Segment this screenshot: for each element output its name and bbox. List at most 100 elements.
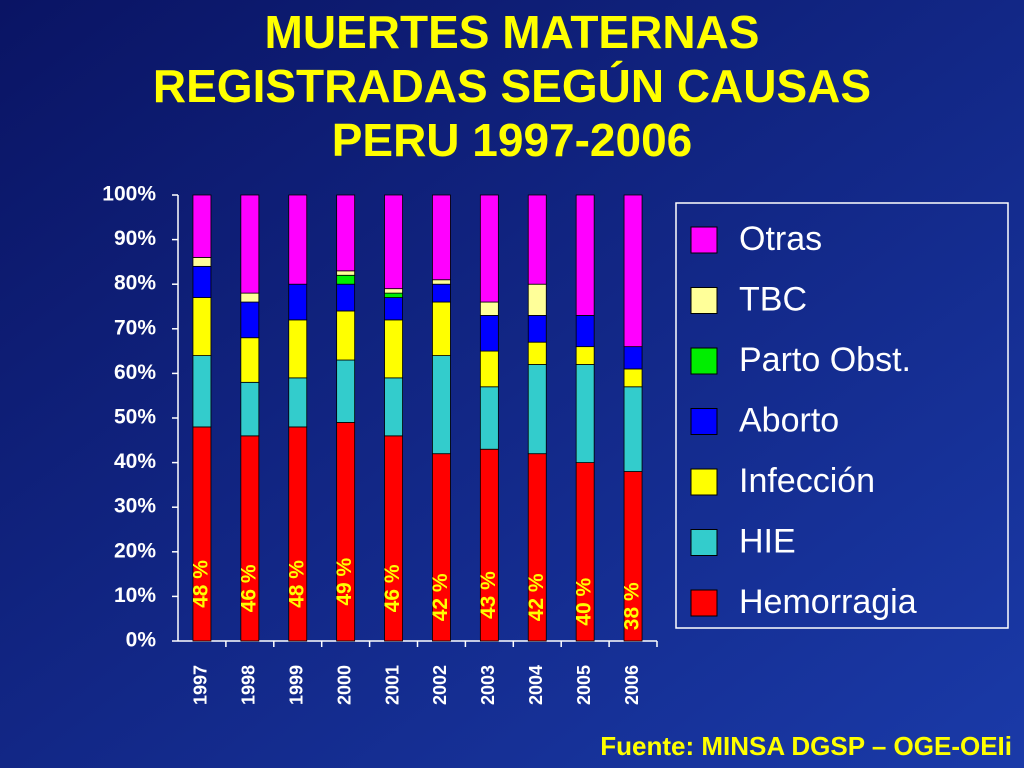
bar-segment <box>240 194 260 294</box>
value-label: 42 % <box>525 573 548 621</box>
bar-segment <box>384 288 403 294</box>
bar-segment <box>192 265 212 298</box>
bar-segment <box>479 194 499 303</box>
legend-label: Hemorragia <box>739 583 917 621</box>
y-tick-label: 20% <box>114 539 156 562</box>
chart-title: REGISTRADAS SEGÚN CAUSAS <box>153 60 871 112</box>
bar-segment <box>623 368 643 388</box>
y-tick-label: 50% <box>114 406 156 429</box>
bar-segment <box>384 194 403 290</box>
bar-segment <box>192 257 212 267</box>
legend-label: Infección <box>739 462 875 500</box>
value-label: 48 % <box>285 560 308 608</box>
bar-segment <box>192 194 212 258</box>
bar-segment <box>384 377 403 437</box>
legend-label: Otras <box>739 220 822 258</box>
x-tick-label: 2005 <box>574 665 594 705</box>
value-label: 40 % <box>573 578 596 626</box>
bar-segment <box>623 346 643 370</box>
bar-segment <box>336 422 356 642</box>
bar-segment <box>336 270 356 276</box>
bar-segment <box>432 355 451 455</box>
x-tick-label: 2004 <box>526 665 546 705</box>
bar-segment <box>240 337 260 383</box>
x-tick-label: 1998 <box>239 665 259 705</box>
value-label: 48 % <box>189 560 212 608</box>
bar-segment <box>575 194 595 316</box>
legend-swatch <box>690 468 718 496</box>
x-tick-label: 2002 <box>430 665 450 705</box>
y-tick-label: 90% <box>114 227 156 250</box>
bar-segment <box>527 315 547 343</box>
bar-segment <box>336 310 356 361</box>
legend-swatch <box>690 529 718 556</box>
bar-segment <box>575 315 595 348</box>
value-label: 46 % <box>381 564 404 612</box>
legend-swatch <box>690 347 718 375</box>
bar-segment <box>240 301 260 339</box>
y-tick-label: 70% <box>114 316 156 339</box>
bar-segment <box>479 386 499 450</box>
legend-swatch <box>690 287 718 314</box>
value-label: 46 % <box>237 564 260 612</box>
bar-segment <box>336 283 356 312</box>
bar-segment <box>192 297 212 356</box>
y-tick-label: 60% <box>114 361 156 384</box>
y-tick-label: 100% <box>102 183 156 206</box>
bar-segment <box>575 346 595 365</box>
x-tick-label: 2000 <box>334 665 354 705</box>
legend-box <box>675 202 1009 629</box>
x-tick-label: 1997 <box>191 665 211 705</box>
x-tick-label: 2003 <box>478 665 498 705</box>
x-tick-label: 1999 <box>287 665 307 705</box>
bar-segment <box>479 315 499 352</box>
bar-segment <box>527 194 547 285</box>
legend-label: HIE <box>739 522 796 560</box>
x-tick-label: 2006 <box>622 665 642 705</box>
bar-segment <box>432 194 451 281</box>
bar-segment <box>288 426 308 642</box>
bar-segment <box>432 279 451 285</box>
bar-segment <box>623 386 643 472</box>
bar-segment <box>336 359 356 423</box>
x-tick-label: 2001 <box>382 665 402 705</box>
bar-segment <box>384 319 403 379</box>
value-label: 43 % <box>477 571 500 619</box>
bar-segment <box>623 194 643 348</box>
bar-segment <box>432 301 451 356</box>
legend-label: Aborto <box>739 401 839 439</box>
legend-label: TBC <box>739 280 807 318</box>
value-label: 42 % <box>429 573 452 621</box>
chart-title: MUERTES MATERNAS <box>265 6 760 58</box>
bar-segment <box>288 377 308 428</box>
source-note: Fuente: MINSA DGSP – OGE-OEIi <box>600 731 1012 761</box>
bar-segment <box>336 274 356 285</box>
bar-segment <box>432 283 451 303</box>
bar-segment <box>479 350 499 388</box>
bar-segment <box>527 341 547 365</box>
bar-segment <box>575 364 595 464</box>
y-tick-label: 10% <box>114 584 156 607</box>
bar-segment <box>479 301 499 316</box>
bar-segment <box>527 364 547 455</box>
bar-segment <box>384 297 403 321</box>
bar-segment <box>192 426 212 642</box>
bar-segment <box>384 292 403 298</box>
legend-label: Parto Obst. <box>739 341 911 379</box>
bar-segment <box>288 319 308 379</box>
bar-segment <box>336 194 356 272</box>
chart-title: PERU 1997-2006 <box>332 114 693 166</box>
bar-segment <box>288 283 308 321</box>
bar-segment <box>527 283 547 316</box>
legend-swatch <box>690 589 718 617</box>
bar-segment <box>288 194 308 285</box>
legend-swatch <box>690 226 718 254</box>
bar-segment <box>192 355 212 428</box>
value-label: 49 % <box>333 557 356 605</box>
y-tick-label: 0% <box>126 629 157 652</box>
y-tick-label: 30% <box>114 495 156 518</box>
value-label: 38 % <box>621 582 644 630</box>
